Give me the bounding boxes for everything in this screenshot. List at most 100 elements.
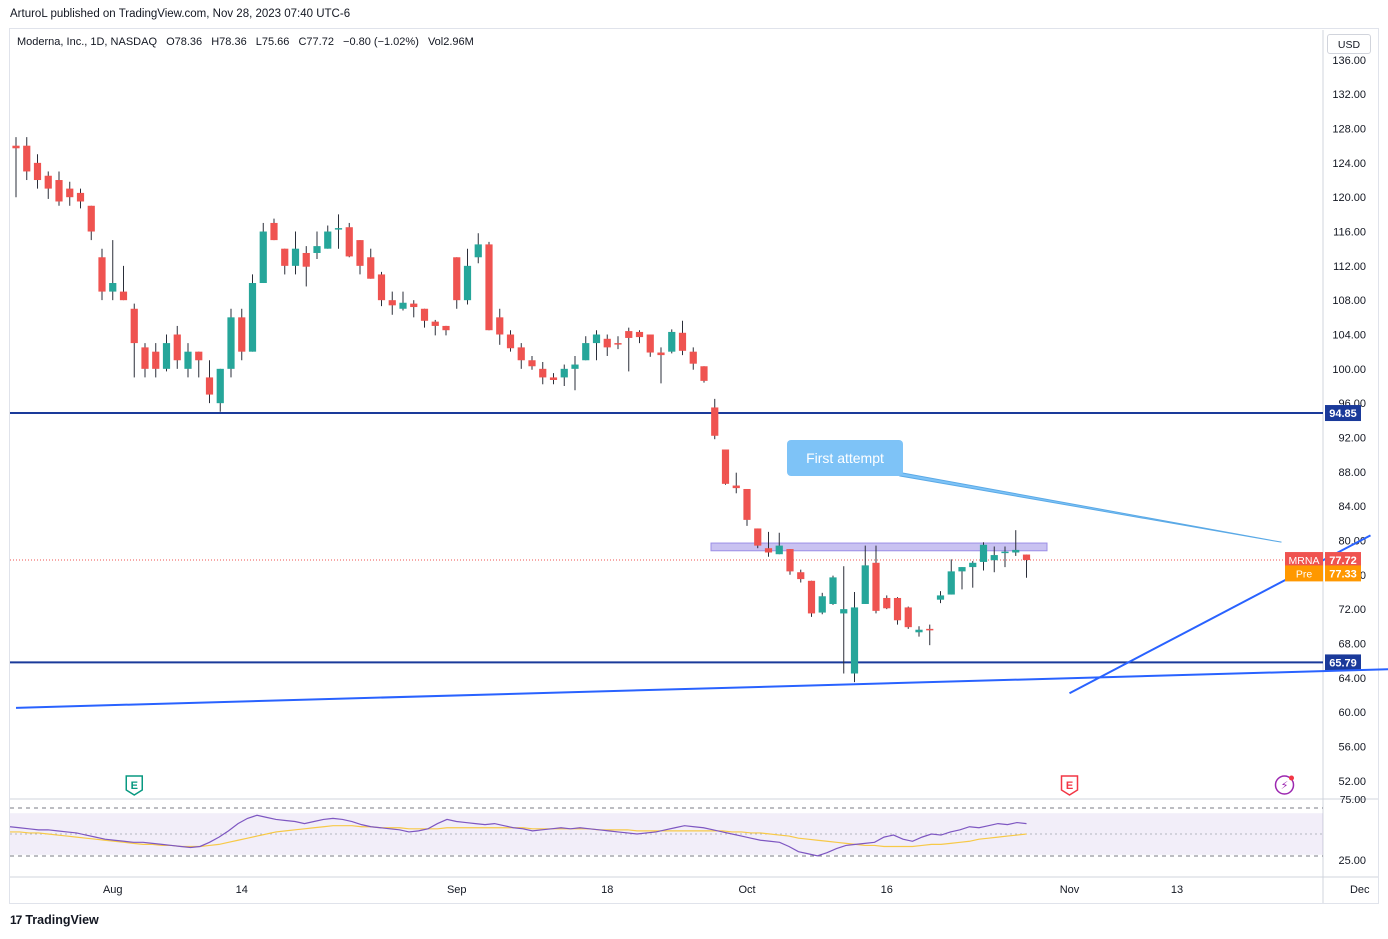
candle-body[interactable] bbox=[840, 609, 848, 614]
candle-body[interactable] bbox=[130, 308, 138, 344]
candle-body[interactable] bbox=[1012, 549, 1020, 553]
candle-body[interactable] bbox=[528, 360, 536, 367]
candle-body[interactable] bbox=[345, 227, 353, 257]
candle-body[interactable] bbox=[44, 175, 52, 189]
candle-body[interactable] bbox=[603, 338, 611, 348]
candle-body[interactable] bbox=[797, 572, 805, 580]
candle-body[interactable] bbox=[334, 228, 343, 230]
candle-body[interactable] bbox=[281, 248, 289, 266]
candle-body[interactable] bbox=[614, 343, 622, 345]
candle-body[interactable] bbox=[55, 180, 63, 202]
candle-body[interactable] bbox=[474, 244, 482, 258]
candle-body[interactable] bbox=[915, 629, 923, 633]
candle-body[interactable] bbox=[592, 334, 601, 344]
candle-body[interactable] bbox=[850, 607, 859, 674]
trendline[interactable] bbox=[15, 660, 1388, 709]
legend-symbol[interactable]: Moderna, Inc., 1D, NASDAQ bbox=[17, 36, 157, 48]
candle-body[interactable] bbox=[764, 548, 773, 553]
candle-body[interactable] bbox=[302, 252, 310, 267]
candle-body[interactable] bbox=[141, 347, 149, 369]
candle-body[interactable] bbox=[119, 291, 128, 301]
candle-body[interactable] bbox=[162, 343, 171, 369]
candle-body[interactable] bbox=[947, 571, 955, 595]
candle-body[interactable] bbox=[775, 545, 783, 555]
candle-body[interactable] bbox=[109, 283, 117, 292]
candle-body[interactable] bbox=[743, 488, 751, 520]
candle-body[interactable] bbox=[152, 351, 160, 369]
candle-body[interactable] bbox=[496, 317, 504, 335]
candle-body[interactable] bbox=[668, 331, 676, 352]
candle-body[interactable] bbox=[485, 244, 493, 331]
candle-body[interactable] bbox=[560, 368, 568, 378]
candle-body[interactable] bbox=[990, 555, 998, 561]
candle-body[interactable] bbox=[227, 317, 235, 369]
candle-body[interactable] bbox=[936, 595, 945, 600]
candle-body[interactable] bbox=[958, 567, 966, 572]
candle-body[interactable] bbox=[807, 580, 816, 614]
candle-body[interactable] bbox=[646, 334, 654, 353]
candle-body[interactable] bbox=[420, 308, 429, 321]
candle-body[interactable] bbox=[23, 145, 31, 172]
candle-body[interactable] bbox=[324, 231, 332, 249]
candle-body[interactable] bbox=[689, 351, 697, 364]
currency-button[interactable]: USD bbox=[1327, 34, 1371, 54]
candle-body[interactable] bbox=[861, 565, 869, 604]
candle-body[interactable] bbox=[657, 352, 665, 356]
candle-body[interactable] bbox=[883, 597, 891, 609]
candle-body[interactable] bbox=[904, 607, 912, 628]
candle-body[interactable] bbox=[87, 205, 95, 232]
candle-body[interactable] bbox=[818, 596, 826, 613]
candle-body[interactable] bbox=[786, 549, 794, 572]
candle-body[interactable] bbox=[431, 321, 439, 326]
candle-body[interactable] bbox=[33, 162, 42, 181]
candle-body[interactable] bbox=[216, 368, 224, 404]
candle-body[interactable] bbox=[377, 274, 386, 301]
candle-body[interactable] bbox=[711, 407, 719, 436]
earnings-event-icon[interactable] bbox=[125, 775, 143, 796]
earnings-event-icon[interactable] bbox=[1060, 775, 1079, 796]
candle-body[interactable] bbox=[700, 366, 708, 381]
candle-body[interactable] bbox=[754, 528, 762, 546]
candle-body[interactable] bbox=[635, 331, 644, 338]
candle-body[interactable] bbox=[270, 222, 278, 241]
candle-body[interactable] bbox=[969, 562, 977, 568]
candle-body[interactable] bbox=[678, 332, 687, 351]
candle-body[interactable] bbox=[549, 377, 558, 380]
candle-body[interactable] bbox=[453, 257, 461, 301]
candle-body[interactable] bbox=[76, 192, 85, 202]
candle-body[interactable] bbox=[625, 331, 633, 338]
candle-body[interactable] bbox=[184, 351, 192, 369]
candle-body[interactable] bbox=[582, 343, 590, 361]
candle-body[interactable] bbox=[98, 257, 106, 292]
candle-body[interactable] bbox=[291, 248, 300, 266]
candle-body[interactable] bbox=[926, 628, 934, 631]
candle-body[interactable] bbox=[893, 597, 902, 621]
candle-body[interactable] bbox=[872, 562, 880, 611]
candle-body[interactable] bbox=[571, 364, 579, 369]
candle-body[interactable] bbox=[195, 351, 203, 361]
candle-body[interactable] bbox=[517, 347, 525, 361]
candle-body[interactable] bbox=[410, 303, 418, 308]
candle-body[interactable] bbox=[367, 257, 375, 279]
candle-body[interactable] bbox=[248, 283, 257, 352]
candle-body[interactable] bbox=[205, 377, 214, 395]
candle-body[interactable] bbox=[721, 449, 730, 484]
candle-body[interactable] bbox=[173, 334, 181, 361]
candle-body[interactable] bbox=[506, 334, 515, 349]
candle-body[interactable] bbox=[979, 544, 988, 562]
candle-body[interactable] bbox=[442, 325, 450, 331]
candle-body[interactable] bbox=[399, 302, 407, 309]
candle-body[interactable] bbox=[1001, 551, 1009, 554]
callout-box[interactable] bbox=[787, 440, 903, 476]
candle-body[interactable] bbox=[356, 240, 364, 266]
candle-body[interactable] bbox=[539, 368, 547, 378]
candle-body[interactable] bbox=[66, 188, 74, 198]
candle-body[interactable] bbox=[463, 265, 472, 301]
candle-body[interactable] bbox=[238, 317, 246, 352]
candle-body[interactable] bbox=[259, 231, 267, 284]
tradingview-logo[interactable]: 17 TradingView bbox=[10, 913, 99, 927]
split-event-icon[interactable] bbox=[1274, 775, 1295, 795]
candle-body[interactable] bbox=[732, 485, 740, 489]
candle-body[interactable] bbox=[12, 145, 20, 149]
